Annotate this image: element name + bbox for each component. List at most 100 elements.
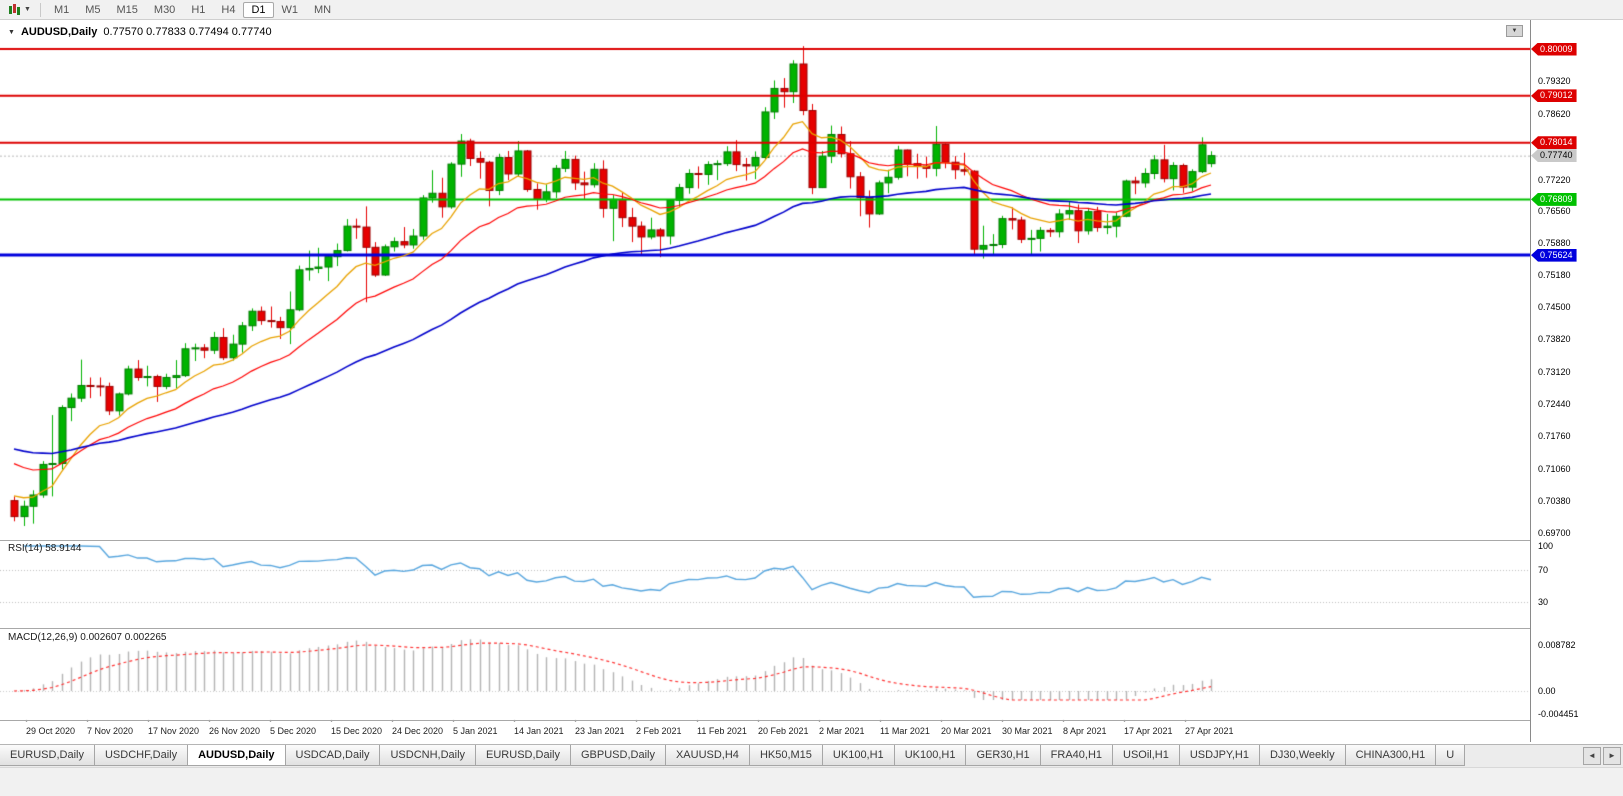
date-axis-label: 15 Dec 2020 bbox=[331, 726, 383, 736]
chart-tab[interactable]: HK50,M15 bbox=[748, 745, 823, 766]
price-axis-label: 0.69700 bbox=[1538, 528, 1571, 539]
price-level-tag: 0.79012 bbox=[1531, 89, 1577, 103]
timeframe-button-h1[interactable]: H1 bbox=[191, 3, 206, 16]
chart-tab[interactable]: FRA40,H1 bbox=[1039, 745, 1114, 766]
price-level-tag: 0.76809 bbox=[1531, 192, 1577, 206]
price-axis-label: 0.78620 bbox=[1538, 108, 1571, 119]
chart-corner-button[interactable]: ▼ bbox=[1506, 25, 1523, 37]
date-axis-label: 14 Jan 2021 bbox=[514, 726, 564, 736]
rsi-panel-separator[interactable] bbox=[0, 540, 1623, 541]
timeframe-button-d1[interactable]: D1 bbox=[243, 1, 274, 18]
price-axis-label: 0.73120 bbox=[1538, 367, 1571, 378]
chart-tab[interactable]: UK100,H1 bbox=[893, 745, 967, 766]
candlestick-chart-icon bbox=[8, 3, 22, 16]
chart-type-button[interactable]: ▼ bbox=[4, 2, 35, 17]
chart-tab[interactable]: DJ30,Weekly bbox=[1258, 745, 1346, 766]
timeframe-button-m5[interactable]: M5 bbox=[85, 3, 101, 16]
chart-tab[interactable]: UK100,H1 bbox=[821, 745, 895, 766]
price-axis-label: 0.76560 bbox=[1538, 205, 1571, 216]
timeframe-toolbar: ▼ M1 M5 M15 M30 H1 H4 D1 W1 MN bbox=[0, 0, 1623, 20]
macd-axis-label: 0.00 bbox=[1538, 686, 1556, 696]
chart-tab[interactable]: USDCNH,Daily bbox=[379, 745, 477, 766]
corner-caret-icon: ▼ bbox=[1511, 28, 1518, 34]
chart-title: ▼ AUDUSD,Daily 0.77570 0.77833 0.77494 0… bbox=[8, 26, 272, 38]
price-level-tag: 0.75624 bbox=[1531, 248, 1577, 262]
price-axis-label: 0.71060 bbox=[1538, 464, 1571, 475]
price-axis-label: 0.77220 bbox=[1538, 174, 1571, 185]
current-price-tag: 0.77740 bbox=[1531, 149, 1577, 163]
date-axis-label: 17 Nov 2020 bbox=[148, 726, 200, 736]
chart-tab[interactable]: USOil,H1 bbox=[1112, 745, 1180, 766]
price-axis-label: 0.73820 bbox=[1538, 334, 1571, 345]
rsi-indicator-label: RSI(14) 58.9144 bbox=[8, 543, 82, 554]
chart-ohlc-values: 0.77570 0.77833 0.77494 0.77740 bbox=[103, 26, 272, 38]
timeframe-button-h4[interactable]: H4 bbox=[221, 3, 236, 16]
chart-tab-bar: EURUSD,Daily USDCHF,Daily AUDUSD,Daily USDC… bbox=[0, 744, 1623, 767]
price-chart-canvas[interactable] bbox=[0, 20, 1530, 742]
macd-axis-label: 0.008782 bbox=[1538, 639, 1576, 650]
price-axis-label: 0.75180 bbox=[1538, 270, 1571, 281]
date-axis-label: 5 Dec 2020 bbox=[270, 726, 317, 736]
timeframe-button-m15[interactable]: M15 bbox=[116, 3, 138, 16]
tab-scroll-buttons: ◄ ► bbox=[1583, 747, 1621, 765]
price-axis-border bbox=[1530, 20, 1531, 742]
date-axis-label: 11 Mar 2021 bbox=[880, 726, 930, 736]
chart-tab[interactable]: USDCHF,Daily bbox=[93, 745, 189, 766]
price-axis-label: 0.71760 bbox=[1538, 431, 1571, 442]
status-strip bbox=[0, 767, 1623, 796]
tab-scroll-left-button[interactable]: ◄ bbox=[1583, 747, 1601, 765]
date-axis-label: 17 Apr 2021 bbox=[1124, 726, 1173, 736]
chart-tab[interactable]: U bbox=[1435, 745, 1466, 766]
price-axis-label: 0.74500 bbox=[1538, 302, 1571, 313]
price-axis-label: 0.79320 bbox=[1538, 75, 1571, 86]
price-axis[interactable]: 0.79320 0.78620 0.77220 0.76560 0.75880 0.751… bbox=[1531, 20, 1623, 742]
price-axis-label: 0.75880 bbox=[1538, 237, 1571, 248]
chart-tab[interactable]: USDJPY,H1 bbox=[1178, 745, 1260, 766]
macd-panel-separator[interactable] bbox=[0, 628, 1623, 629]
price-axis-label: 0.70380 bbox=[1538, 496, 1571, 507]
date-axis-line bbox=[0, 720, 1623, 721]
date-axis-label: 7 Nov 2020 bbox=[87, 726, 134, 736]
date-axis-label: 8 Apr 2021 bbox=[1063, 726, 1107, 736]
date-axis-label: 2 Mar 2021 bbox=[819, 726, 865, 736]
chart-tab[interactable]: USDCAD,Daily bbox=[284, 745, 381, 766]
macd-indicator-label: MACD(12,26,9) 0.002607 0.002265 bbox=[8, 632, 167, 643]
date-axis-label: 24 Dec 2020 bbox=[392, 726, 444, 736]
toolbar-separator bbox=[39, 2, 41, 17]
date-axis-label: 23 Jan 2021 bbox=[575, 726, 625, 736]
date-axis-label: 29 Oct 2020 bbox=[26, 726, 76, 736]
rsi-axis-label: 100 bbox=[1538, 541, 1554, 551]
timeframe-button-mn[interactable]: MN bbox=[314, 3, 332, 16]
chart-symbol-label: AUDUSD,Daily bbox=[20, 26, 98, 38]
price-axis-label: 0.72440 bbox=[1538, 399, 1571, 410]
date-axis-label: 26 Nov 2020 bbox=[209, 726, 261, 736]
timeframe-button-m1[interactable]: M1 bbox=[53, 3, 70, 16]
date-axis-label: 20 Mar 2021 bbox=[941, 726, 992, 736]
chart-tab[interactable]: XAUUSD,H4 bbox=[664, 745, 750, 766]
timeframe-button-w1[interactable]: W1 bbox=[281, 3, 299, 16]
chart-tab[interactable]: AUDUSD,Daily bbox=[187, 745, 286, 766]
chart-tab[interactable]: EURUSD,Daily bbox=[475, 745, 571, 766]
date-axis-label: 20 Feb 2021 bbox=[758, 726, 809, 736]
timeframe-buttons: M1 M5 M15 M30 H1 H4 D1 W1 MN bbox=[46, 1, 339, 18]
chart-tab[interactable]: GBPUSD,Daily bbox=[570, 745, 666, 766]
date-axis-label: 30 Mar 2021 bbox=[1002, 726, 1053, 736]
date-axis-label: 11 Feb 2021 bbox=[697, 726, 747, 736]
price-level-tag: 0.78014 bbox=[1531, 136, 1577, 150]
timeframe-button-m30[interactable]: M30 bbox=[153, 3, 176, 16]
chart-tab[interactable]: EURUSD,Daily bbox=[0, 745, 95, 766]
date-axis-label: 27 Apr 2021 bbox=[1185, 726, 1234, 736]
date-axis-label: 5 Jan 2021 bbox=[453, 726, 498, 736]
tab-scroll-right-button[interactable]: ► bbox=[1603, 747, 1621, 765]
price-level-tag: 0.80009 bbox=[1531, 42, 1577, 56]
dropdown-caret-icon: ▼ bbox=[24, 5, 31, 13]
one-click-trading-icon[interactable]: ▼ bbox=[8, 28, 15, 36]
rsi-axis-label: 30 bbox=[1538, 597, 1549, 607]
rsi-axis-label: 70 bbox=[1538, 565, 1549, 575]
chart-tab[interactable]: CHINA300,H1 bbox=[1344, 745, 1437, 766]
date-axis-label: 2 Feb 2021 bbox=[636, 726, 682, 736]
macd-axis-label: -0.004451 bbox=[1538, 709, 1579, 720]
chart-tab[interactable]: GER30,H1 bbox=[965, 745, 1041, 766]
date-axis[interactable]: 29 Oct 2020 7 Nov 2020 17 Nov 2020 26 Nov 2… bbox=[0, 722, 1530, 744]
